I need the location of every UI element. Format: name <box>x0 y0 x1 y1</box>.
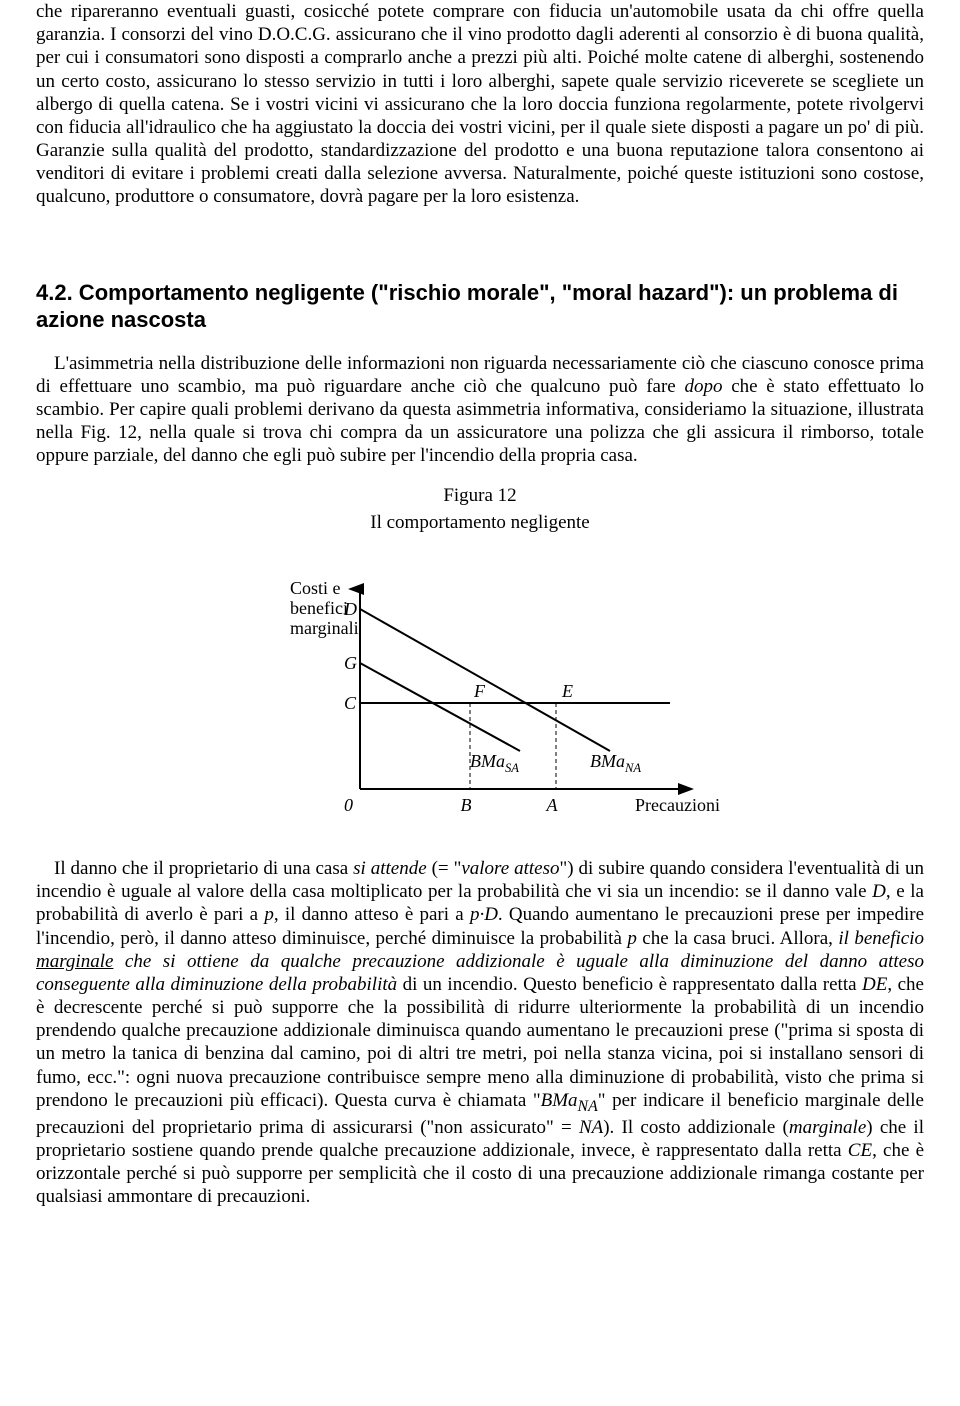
p3-p2: p <box>627 928 637 949</box>
heading-text: 4.2. Comportamento negligente ("rischio … <box>36 280 898 333</box>
p3-D: D <box>872 881 886 902</box>
svg-text:E: E <box>561 681 573 701</box>
svg-text:Precauzioni: Precauzioni <box>635 795 720 815</box>
paragraph-1: che ripareranno eventuali guasti, cosicc… <box>36 0 924 209</box>
p3-CE: CE <box>848 1140 872 1161</box>
p3-BMaNA: BMa <box>541 1090 578 1111</box>
figure-12: Figura 12 Il comportamento negligente Co… <box>180 485 780 839</box>
p3-marginale-u: marginale <box>36 951 113 972</box>
paragraph-3: Il danno che il proprietario di una casa… <box>36 857 924 1209</box>
svg-text:G: G <box>344 653 357 673</box>
svg-text:marginali: marginali <box>290 618 359 638</box>
p3-e: , il danno atteso è pari a <box>274 904 470 925</box>
p3-DE: DE <box>862 974 887 995</box>
p3-ital1: il beneficio <box>838 928 924 949</box>
p3-a: Il danno che il proprietario di una casa <box>54 858 353 879</box>
p3-marginale2: marginale <box>789 1117 866 1138</box>
figure-title: Figura 12 <box>180 485 780 508</box>
p3-siattende: si attende <box>353 858 427 879</box>
p3-NA: NA <box>579 1117 603 1138</box>
figure-subtitle: Il comportamento negligente <box>180 512 780 535</box>
page: che ripareranno eventuali guasti, cosicc… <box>0 0 960 1406</box>
p3-valoreatteso: valore atteso <box>461 858 559 879</box>
svg-text:BMaSA: BMaSA <box>470 751 519 775</box>
svg-text:F: F <box>473 681 486 701</box>
svg-text:D: D <box>343 599 357 619</box>
p3-g: che la casa bruci. Allora, <box>637 928 839 949</box>
p3-NA-sub: NA <box>578 1098 598 1115</box>
svg-text:Costi e: Costi e <box>290 578 341 598</box>
p3-k: ). Il costo addizionale ( <box>603 1117 789 1138</box>
svg-text:C: C <box>344 693 357 713</box>
svg-text:BMaNA: BMaNA <box>590 751 641 775</box>
svg-text:A: A <box>546 795 559 815</box>
p2-dopo: dopo <box>684 376 722 397</box>
p3-b: (= " <box>427 858 462 879</box>
svg-text:benefici: benefici <box>290 598 348 618</box>
figure-diagram: Costi ebeneficimarginali Precauzioni 0 D GC F… <box>230 539 730 839</box>
p3-p1: p <box>264 904 274 925</box>
svg-text:0: 0 <box>344 795 353 815</box>
svg-text:B: B <box>461 795 472 815</box>
p3-pD: p·D <box>470 904 498 925</box>
section-heading: 4.2. Comportamento negligente ("rischio … <box>36 279 924 334</box>
p3-h: di un incendio. Questo beneficio è rappr… <box>397 974 862 995</box>
paragraph-2: L'asimmetria nella distribuzione delle i… <box>36 352 924 468</box>
